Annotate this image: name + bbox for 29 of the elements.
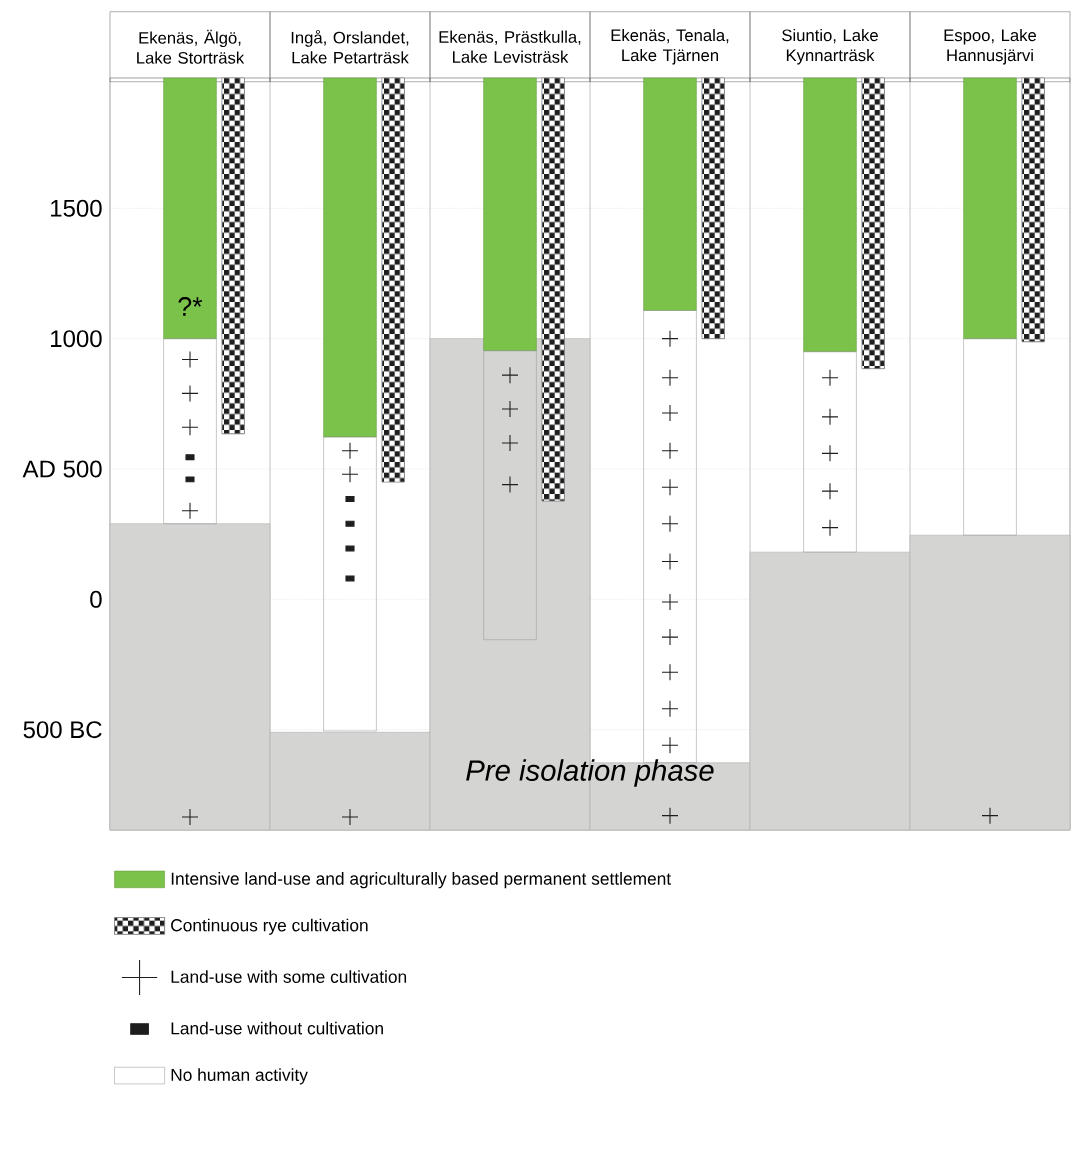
legend-label: Continuous rye cultivation <box>171 918 368 935</box>
bar <box>963 338 1017 536</box>
y-tick-label: 500 BC <box>23 721 102 739</box>
legend-label: No human activity <box>171 1068 308 1085</box>
bar <box>483 350 537 640</box>
legend-label: Land-use with some cultivation <box>171 970 407 983</box>
bar <box>643 77 697 311</box>
bar <box>803 351 857 553</box>
x-tick-label: Siuntio, Lake Kynnarträsk <box>782 28 878 65</box>
x-tick-label: Ekenäs, Prästkulla, Lake Levisträsk <box>439 30 581 63</box>
x-tick-label: Ekenäs, Älgö, Lake Storträsk <box>137 29 245 64</box>
y-tick-label: 1500 <box>51 199 102 217</box>
bar <box>163 77 217 339</box>
x-tick-label: Espoo, Lake Hannusjärvi <box>944 28 1037 65</box>
bar <box>323 77 377 438</box>
bar <box>803 77 857 352</box>
legend-label: Land-use without cultivation <box>171 1021 383 1035</box>
y-tick-label: AD 500 <box>22 460 102 478</box>
bar <box>963 77 1017 339</box>
y-tick-label: 1000 <box>51 330 102 348</box>
bar <box>163 338 217 524</box>
legend-label: Intensive land-use and agriculturally based permanent settlement <box>171 872 672 889</box>
annotation: ?* <box>178 297 203 316</box>
x-tick-label: Ekenäs, Tenala, Lake Tjärnen <box>611 28 729 65</box>
bar <box>483 77 537 351</box>
x-tick-label: Ingå, Orslandet, Lake Petarträsk <box>291 29 409 64</box>
annotation: Pre isolation phase <box>466 759 714 787</box>
bar <box>323 436 377 732</box>
y-tick-label: 0 <box>90 590 102 608</box>
